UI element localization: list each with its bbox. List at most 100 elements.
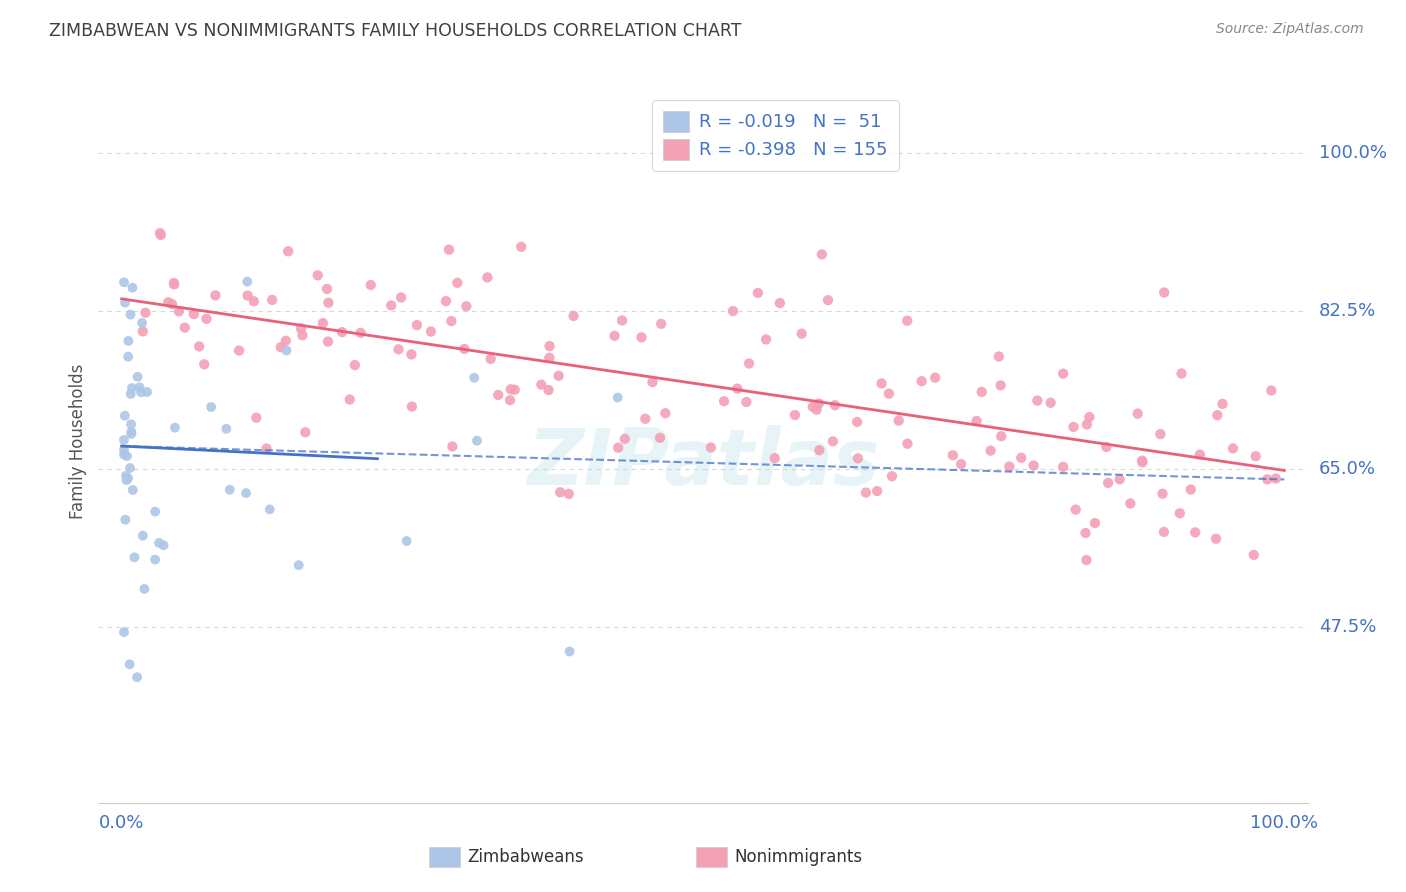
Point bbox=[183, 307, 205, 321]
Point bbox=[121, 280, 143, 294]
Point bbox=[291, 328, 314, 343]
Point bbox=[446, 276, 468, 290]
Point bbox=[846, 451, 869, 466]
Point bbox=[1078, 410, 1101, 425]
Point bbox=[350, 326, 373, 340]
Point bbox=[1222, 442, 1244, 456]
Point bbox=[456, 299, 478, 313]
Point bbox=[654, 406, 676, 420]
Point bbox=[131, 316, 153, 330]
Point bbox=[115, 449, 138, 463]
Point bbox=[806, 402, 828, 417]
Point bbox=[613, 432, 636, 446]
Point bbox=[1188, 448, 1211, 462]
Point bbox=[274, 334, 297, 348]
Point bbox=[1084, 516, 1107, 530]
Point bbox=[1256, 472, 1278, 486]
Point bbox=[950, 457, 973, 471]
Point bbox=[970, 384, 993, 399]
Point bbox=[360, 278, 382, 293]
Text: Zimbabweans: Zimbabweans bbox=[467, 848, 583, 866]
Point bbox=[990, 429, 1012, 443]
Point bbox=[1076, 553, 1098, 567]
Point bbox=[276, 343, 298, 358]
Point bbox=[228, 343, 250, 358]
Point bbox=[641, 375, 664, 389]
Point bbox=[387, 343, 409, 357]
Point bbox=[1076, 417, 1098, 432]
Point bbox=[634, 411, 657, 425]
Point bbox=[1170, 367, 1192, 381]
Point bbox=[808, 443, 831, 458]
Point bbox=[499, 393, 522, 408]
Point bbox=[558, 487, 581, 501]
Point bbox=[911, 374, 934, 388]
Point bbox=[134, 582, 156, 596]
Point bbox=[1132, 455, 1154, 469]
Point bbox=[118, 657, 141, 672]
Text: Source: ZipAtlas.com: Source: ZipAtlas.com bbox=[1216, 22, 1364, 37]
Point bbox=[143, 552, 166, 566]
Point bbox=[112, 276, 135, 290]
Point bbox=[120, 417, 142, 432]
Point bbox=[783, 408, 806, 422]
Point bbox=[236, 288, 259, 302]
Point bbox=[112, 625, 135, 640]
Point bbox=[1264, 471, 1286, 485]
Point bbox=[157, 295, 180, 310]
Point bbox=[112, 442, 135, 457]
Point bbox=[817, 293, 839, 308]
Point bbox=[1064, 502, 1087, 516]
Point bbox=[738, 356, 761, 370]
Point bbox=[188, 339, 211, 353]
Point bbox=[880, 469, 903, 483]
Point bbox=[1244, 449, 1267, 463]
Point bbox=[395, 534, 418, 549]
Point bbox=[277, 244, 299, 259]
Point bbox=[389, 291, 412, 305]
Point bbox=[173, 320, 195, 334]
Point bbox=[606, 391, 628, 405]
Text: ZIMBABWEAN VS NONIMMIGRANTS FAMILY HOUSEHOLDS CORRELATION CHART: ZIMBABWEAN VS NONIMMIGRANTS FAMILY HOUSE… bbox=[49, 22, 742, 40]
Point bbox=[316, 334, 339, 349]
Point bbox=[307, 268, 329, 283]
Point bbox=[287, 558, 309, 573]
Point bbox=[204, 288, 226, 302]
Point bbox=[120, 387, 142, 401]
Point bbox=[163, 277, 186, 292]
Point bbox=[811, 247, 834, 261]
Point bbox=[148, 536, 170, 550]
Point bbox=[650, 317, 672, 331]
Point bbox=[290, 321, 312, 335]
Point bbox=[160, 297, 183, 311]
Point bbox=[479, 351, 502, 366]
Point bbox=[256, 442, 278, 456]
Point bbox=[1153, 285, 1175, 300]
Point bbox=[127, 369, 149, 384]
Point bbox=[747, 285, 769, 300]
Point bbox=[790, 326, 813, 341]
Point bbox=[420, 325, 443, 339]
Point bbox=[1010, 450, 1032, 465]
Point bbox=[1026, 393, 1049, 408]
Point bbox=[1119, 496, 1142, 510]
Point bbox=[562, 309, 585, 323]
Point bbox=[1039, 396, 1062, 410]
Point bbox=[755, 333, 778, 347]
Point bbox=[117, 350, 139, 364]
Text: Nonimmigrants: Nonimmigrants bbox=[734, 848, 862, 866]
Point bbox=[262, 293, 284, 307]
Point bbox=[924, 370, 946, 384]
Point bbox=[1126, 407, 1149, 421]
Point bbox=[380, 298, 402, 312]
Text: 100.0%: 100.0% bbox=[1319, 144, 1386, 161]
Point bbox=[200, 400, 222, 414]
Point bbox=[114, 409, 136, 423]
Point bbox=[134, 306, 156, 320]
Point bbox=[1152, 486, 1174, 500]
Point bbox=[401, 347, 423, 361]
Point bbox=[763, 451, 786, 466]
Point bbox=[1153, 524, 1175, 539]
Point bbox=[1130, 453, 1153, 467]
Point bbox=[538, 351, 561, 365]
